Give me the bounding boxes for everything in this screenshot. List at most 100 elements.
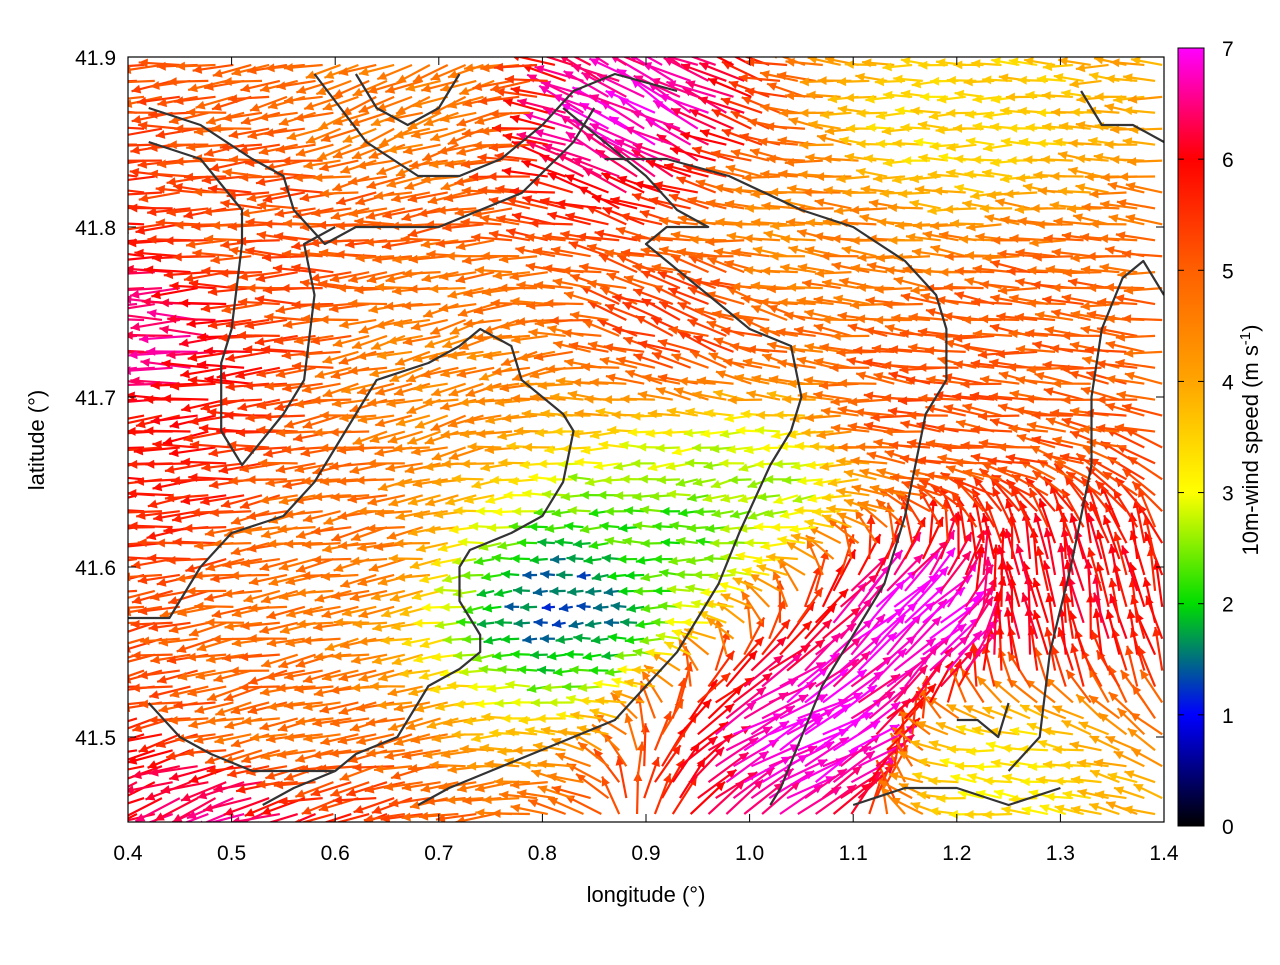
- wind-vector: [333, 796, 376, 805]
- wind-vector: [186, 587, 226, 596]
- wind-vector: [394, 384, 430, 396]
- wind-vector: [627, 604, 645, 613]
- wind-vector: [237, 237, 280, 246]
- wind-vector: [658, 339, 698, 352]
- wind-vector: [92, 495, 137, 509]
- wind-vector: [303, 607, 340, 616]
- wind-vector: [217, 814, 262, 834]
- wind-vector: [283, 320, 323, 329]
- x-axis-label: longitude (°): [587, 882, 706, 907]
- wind-vector: [513, 586, 530, 595]
- wind-vector: [333, 81, 369, 97]
- wind-vector: [162, 394, 209, 403]
- wind-vector: [240, 208, 279, 217]
- wind-vector: [1123, 805, 1155, 814]
- wind-vector: [1070, 79, 1102, 88]
- wind-vector: [530, 555, 548, 564]
- wind-vector: [856, 168, 887, 177]
- wind-vector: [565, 37, 608, 65]
- colorbar-tick-label: 6: [1222, 149, 1234, 172]
- wind-vector: [494, 588, 512, 597]
- wind-vector: [764, 475, 787, 484]
- colorbar-label-sup: -1: [1237, 332, 1254, 345]
- wind-vector: [604, 587, 619, 596]
- wind-vector: [566, 554, 583, 563]
- wind-vector: [303, 416, 341, 429]
- wind-vector: [230, 571, 269, 580]
- wind-vector: [917, 363, 958, 372]
- wind-vector: [805, 246, 841, 256]
- wind-vector: [1079, 721, 1109, 734]
- wind-vector: [581, 286, 619, 304]
- wind-vector: [583, 556, 601, 565]
- wind-vector: [501, 635, 519, 644]
- wind-vector: [248, 702, 287, 714]
- wind-vector: [387, 527, 423, 540]
- colorbar-label-end: ): [1238, 325, 1263, 332]
- wind-vector: [568, 506, 591, 515]
- wind-vector: [633, 521, 655, 530]
- wind-vector: [636, 556, 655, 565]
- wind-vector: [370, 682, 405, 691]
- wind-vector: [475, 782, 512, 792]
- wind-vector: [1081, 387, 1119, 400]
- wind-vector: [552, 619, 566, 628]
- wind-vector: [429, 284, 465, 293]
- y-axis-label: latitude (°): [24, 390, 49, 491]
- wind-vector: [408, 495, 440, 506]
- wind-vector: [127, 489, 172, 498]
- wind-vector: [565, 650, 584, 659]
- wind-vector: [330, 428, 369, 437]
- wind-vector: [856, 314, 894, 323]
- wind-vector: [212, 124, 251, 133]
- wind-vector: [597, 319, 637, 336]
- wind-vector: [676, 537, 698, 546]
- wind-vector: [781, 235, 816, 244]
- wind-vector: [651, 653, 680, 671]
- wind-vector: [115, 78, 155, 87]
- wind-vector: [674, 387, 709, 400]
- wind-vector: [148, 750, 191, 768]
- wind-vector: [837, 513, 869, 528]
- y-tick-label: 41.7: [75, 387, 116, 410]
- wind-vector: [581, 362, 619, 371]
- wind-vector: [562, 682, 583, 691]
- wind-vector: [585, 587, 601, 596]
- wind-vector: [321, 572, 359, 581]
- wind-vector: [501, 570, 519, 579]
- wind-vector: [721, 97, 762, 112]
- wind-vector: [537, 538, 555, 547]
- wind-vector: [678, 302, 716, 320]
- wind-vector: [492, 809, 530, 818]
- wind-vector: [297, 588, 334, 597]
- wind-vector: [704, 554, 726, 563]
- wind-vector: [731, 111, 770, 129]
- wind-vector: [875, 285, 913, 294]
- wind-vector: [95, 814, 137, 835]
- wind-vector: [350, 113, 387, 127]
- wind-vector: [492, 554, 512, 563]
- wind-vector: [477, 589, 494, 598]
- wind-vector: [742, 96, 780, 112]
- wind-vector: [748, 479, 770, 488]
- wind-vector: [765, 122, 805, 131]
- wind-vector: [1122, 250, 1162, 259]
- wind-vector: [799, 141, 833, 150]
- wind-vector: [1058, 57, 1090, 66]
- wind-vector: [271, 814, 315, 833]
- wind-vector: [432, 653, 459, 662]
- wind-vector: [533, 587, 548, 596]
- wind-vector: [707, 257, 744, 272]
- wind-vector: [944, 205, 976, 214]
- wind-vector: [719, 582, 744, 591]
- wind-vector: [372, 798, 412, 814]
- wind-vector: [411, 129, 448, 139]
- wind-vector: [352, 763, 394, 772]
- colorbar-tick-label: 5: [1222, 260, 1234, 283]
- wind-vector: [333, 145, 369, 159]
- wind-vector: [402, 301, 441, 310]
- wind-vector: [1117, 391, 1156, 400]
- y-tick-label: 41.6: [75, 557, 116, 580]
- wind-vector: [159, 325, 208, 336]
